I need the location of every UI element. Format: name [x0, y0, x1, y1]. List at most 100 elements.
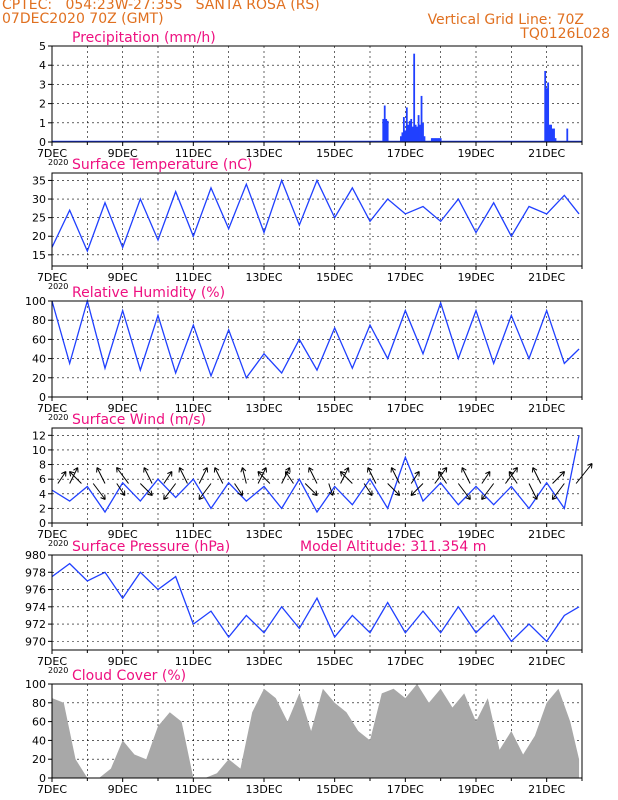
y-tick-label: 0 — [39, 772, 46, 785]
precip-bar — [385, 118, 388, 142]
x-tick-label: 11DEC — [175, 271, 212, 284]
precip-bar — [439, 138, 442, 142]
wind-arrow — [410, 483, 424, 496]
x-tick-label: 7DEC — [37, 528, 67, 541]
x-tick-label: 19DEC — [457, 783, 494, 796]
wind-arrow — [481, 471, 491, 484]
wind-arrow — [178, 467, 188, 484]
precip-bar — [410, 118, 413, 142]
precip-bar — [550, 124, 552, 142]
wind-arrow — [363, 483, 373, 496]
x-tick-label: 7DEC — [37, 402, 67, 415]
y-tick-label: 25 — [32, 212, 46, 225]
x-tick-label: 21DEC — [528, 147, 565, 160]
wind-arrow — [387, 483, 401, 496]
header-location: CPTEC: 054:23W-27:35S SANTA ROSA (RS) — [2, 0, 320, 13]
wind-arrow — [304, 483, 318, 496]
wind-arrow — [198, 483, 212, 500]
wind-arrow — [410, 471, 420, 484]
wind-arrow — [240, 467, 247, 484]
x-tick-label: 21DEC — [528, 783, 565, 796]
x-year-label: 2020 — [48, 539, 68, 548]
wind-arrow — [163, 471, 173, 484]
panel-annotation: Model Altitude: 311.354 m — [300, 539, 486, 555]
x-tick-label: 11DEC — [175, 147, 212, 160]
wind-arrow — [284, 471, 294, 484]
y-tick-label: 3 — [39, 78, 46, 91]
x-tick-label: 19DEC — [457, 271, 494, 284]
panel-4 — [48, 554, 583, 654]
y-tick-label: 30 — [32, 193, 46, 206]
precip-bar — [430, 138, 433, 142]
precip-bar — [419, 124, 421, 142]
precip-bar — [547, 82, 550, 142]
x-tick-label: 15DEC — [316, 655, 353, 668]
wind-arrow — [367, 467, 377, 484]
y-tick-label: 4 — [39, 59, 46, 72]
y-tick-label: 12 — [32, 429, 46, 442]
x-tick-label: 13DEC — [245, 783, 282, 796]
x-tick-label: 9DEC — [108, 528, 138, 541]
y-tick-label: 6 — [39, 473, 46, 486]
y-tick-label: 100 — [25, 678, 46, 691]
panel-title: Surface Wind (m/s) — [72, 412, 206, 428]
panel-2 — [48, 298, 583, 401]
wind-arrow — [96, 467, 106, 484]
precip-bar — [383, 105, 386, 142]
precip-bar — [402, 117, 405, 142]
x-tick-label: 9DEC — [108, 655, 138, 668]
precip-bar — [414, 124, 417, 142]
wind-arrow — [339, 471, 353, 484]
panel-1 — [48, 172, 583, 270]
y-tick-label: 980 — [25, 549, 46, 562]
x-year-label: 2020 — [48, 666, 68, 675]
wind-arrow — [528, 483, 538, 500]
panel-title: Precipitation (mm/h) — [72, 30, 216, 46]
cloud-cover-area — [52, 684, 580, 778]
precip-bar — [545, 88, 548, 142]
x-tick-label: 21DEC — [528, 402, 565, 415]
panel-frame — [51, 427, 583, 524]
series-line — [51, 562, 580, 643]
x-tick-label: 19DEC — [457, 655, 494, 668]
panel-frame — [51, 45, 583, 143]
x-tick-label: 11DEC — [175, 783, 212, 796]
header-code: TQ0126L028 — [520, 26, 610, 42]
wind-arrow — [308, 467, 318, 484]
x-year-label: 2020 — [48, 158, 68, 167]
precip-bar — [554, 138, 557, 142]
x-tick-label: 9DEC — [108, 147, 138, 160]
x-tick-label: 9DEC — [108, 271, 138, 284]
wind-arrow — [481, 483, 495, 500]
precip-bar — [386, 120, 389, 142]
y-tick-label: 20 — [32, 230, 46, 243]
precip-bar — [417, 115, 420, 142]
x-tick-label: 15DEC — [316, 528, 353, 541]
precip-bar — [416, 126, 419, 142]
panel-frame — [51, 554, 583, 651]
wind-arrow — [68, 471, 82, 484]
series-line — [51, 178, 580, 253]
precip-bar — [407, 124, 410, 142]
wind-arrow — [575, 463, 593, 484]
y-tick-label: 35 — [32, 174, 46, 187]
x-tick-label: 7DEC — [37, 655, 67, 668]
panel-3 — [48, 427, 593, 527]
y-tick-label: 60 — [32, 716, 46, 729]
x-tick-label: 13DEC — [245, 655, 282, 668]
x-tick-label: 15DEC — [316, 402, 353, 415]
x-tick-label: 19DEC — [457, 528, 494, 541]
x-tick-label: 17DEC — [387, 147, 424, 160]
y-tick-label: 4 — [39, 488, 46, 501]
x-tick-label: 17DEC — [387, 271, 424, 284]
wind-arrow — [139, 483, 153, 496]
precip-bar — [404, 130, 407, 142]
y-tick-label: 15 — [32, 249, 46, 262]
y-tick-label: 60 — [32, 333, 46, 346]
wind-arrow — [457, 483, 471, 500]
wind-arrow — [143, 467, 153, 484]
x-tick-label: 9DEC — [108, 783, 138, 796]
precip-bar — [405, 107, 408, 142]
x-tick-label: 17DEC — [387, 402, 424, 415]
panel-frame — [51, 683, 583, 779]
